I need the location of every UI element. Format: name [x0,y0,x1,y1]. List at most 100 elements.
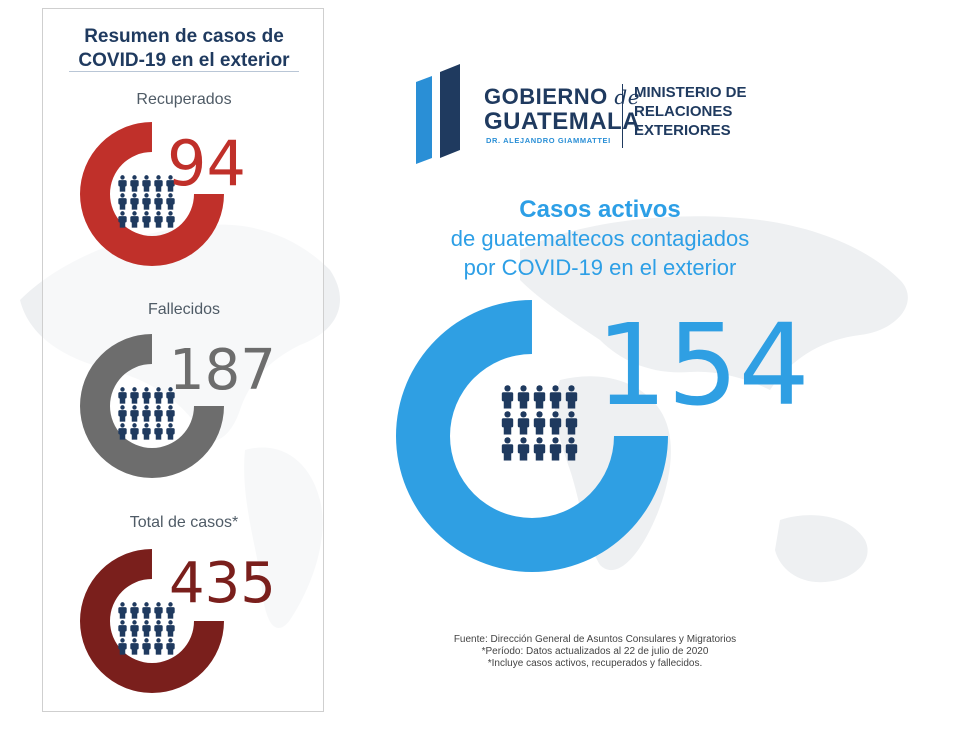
fallecidos-ring-arc [80,334,224,478]
activos-value: 154 [596,301,810,431]
person-icon [565,437,578,461]
person-icon [142,423,151,440]
recuperados-label: Recuperados [136,91,232,108]
person-icon [130,175,139,192]
person-icon [130,423,139,440]
recuperados-donut [80,122,224,266]
total-donut [80,549,224,693]
logo-gobierno-text: GOBIERNO de [484,84,640,110]
person-icon [533,411,546,435]
person-icon [142,620,151,637]
person-icon [130,193,139,210]
total-label: Total de casos* [129,514,239,531]
logo-gobierno: GOBIERNO [484,84,608,109]
fallecidos-value: 187 [169,338,276,403]
person-icon [166,638,175,655]
recuperados-ring-arc [80,122,224,266]
logo-de: de [614,85,641,109]
person-icon [118,193,127,210]
summary-panel: Resumen de casos de COVID-19 en el exter… [42,8,324,712]
person-icon [166,620,175,637]
person-icon [154,211,163,228]
activos-donut [396,300,668,572]
panel-title-divider [69,71,299,72]
person-icon [154,620,163,637]
headline-subtitle-line1: de guatemaltecos contagiados [450,226,750,251]
person-icon [130,620,139,637]
person-icon [549,437,562,461]
person-icon [154,193,163,210]
person-icon [130,387,139,404]
map-europe-asia [520,216,908,390]
total-value: 435 [169,551,276,616]
person-icon [118,620,127,637]
person-icon [154,423,163,440]
activos-people-icon [500,385,580,468]
person-icon [130,405,139,422]
person-icon [166,387,175,404]
person-icon [118,602,127,619]
person-icon [154,602,163,619]
person-icon [142,387,151,404]
person-icon [118,405,127,422]
person-icon [166,602,175,619]
person-icon [142,175,151,192]
headline-title: Casos activos [519,196,681,223]
person-icon [154,387,163,404]
person-icon [501,437,514,461]
person-icon [533,385,546,409]
recuperados-people-icon [117,175,177,234]
total-ring-arc [80,549,224,693]
logo-divider [622,84,623,148]
map-australia [775,515,868,583]
person-icon [130,211,139,228]
logo-guatemala: GUATEMALA [484,108,641,135]
person-icon [118,638,127,655]
person-icon [166,175,175,192]
person-icon [501,411,514,435]
headline-subtitle-line2: por COVID-19 en el exterior [463,255,737,280]
footnote-source: Fuente: Dirección General de Asuntos Con… [453,634,737,645]
person-icon [565,411,578,435]
logo-ministerio-line3: EXTERIORES [634,122,731,139]
logo-ministerio-line1: MINISTERIO DE [634,84,747,101]
logo-ministerio-line2: RELACIONES [634,103,733,120]
footnote-period: *Período: Datos actualizados al 22 de ju… [481,646,709,657]
footnote-includes: *Incluye casos activos, recuperados y fa… [487,658,703,669]
people-grid-icon [118,602,175,655]
person-icon [533,437,546,461]
person-icon [517,411,530,435]
people-grid-icon [118,175,175,228]
fallecidos-people-icon [117,387,177,446]
person-icon [130,638,139,655]
person-icon [118,387,127,404]
person-icon [142,193,151,210]
person-icon [118,211,127,228]
person-icon [565,385,578,409]
people-grid-icon [501,385,578,461]
total-people-icon [117,602,177,661]
person-icon [142,602,151,619]
person-icon [154,175,163,192]
activos-ring-arc [396,300,668,572]
logo-president: DR. ALEJANDRO GIAMMATTEI [486,136,611,145]
person-icon [154,405,163,422]
person-icon [130,602,139,619]
person-icon [549,411,562,435]
person-icon [142,638,151,655]
guatemala-emblem-icon [416,64,460,164]
recuperados-value: 94 [167,127,246,200]
person-icon [142,211,151,228]
person-icon [166,423,175,440]
fallecidos-label: Fallecidos [147,301,221,318]
person-icon [166,211,175,228]
person-icon [166,193,175,210]
person-icon [118,175,127,192]
person-icon [517,437,530,461]
panel-title-line1: Resumen de casos de [84,26,284,47]
person-icon [142,405,151,422]
person-icon [166,405,175,422]
person-icon [549,385,562,409]
panel-title-line2: COVID-19 en el exterior [78,50,290,71]
person-icon [501,385,514,409]
